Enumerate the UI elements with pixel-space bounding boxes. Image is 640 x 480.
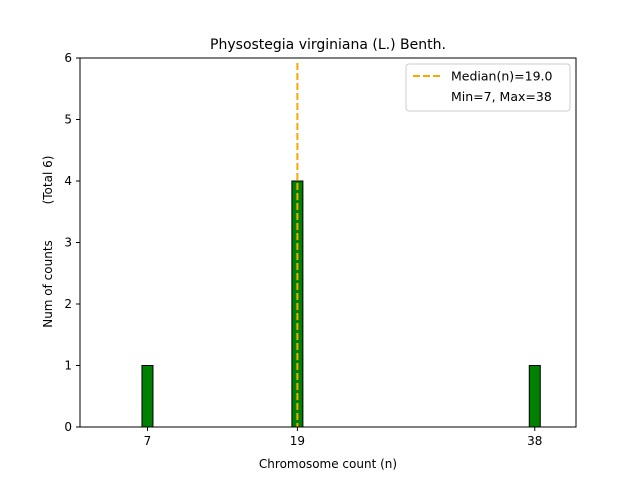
x-tick-label: 7 (144, 434, 152, 448)
y-tick-label: 5 (64, 113, 72, 127)
legend: Median(n)=19.0 Min=7, Max=38 (405, 63, 571, 112)
y-axis-ticks: 0 1 2 3 4 5 6 (64, 51, 80, 434)
y-tick-label: 4 (64, 174, 72, 188)
plot-frame (79, 57, 577, 428)
y-axis-label-total: (Total 6) (41, 156, 55, 205)
y-tick-label: 1 (64, 359, 72, 373)
bar-7 (141, 365, 154, 428)
y-tick-label: 3 (64, 236, 72, 250)
legend-frame (405, 63, 571, 112)
y-axis-label: Num of counts (41, 240, 55, 328)
x-tick-label: 38 (527, 434, 542, 448)
x-tick-label: 19 (290, 434, 305, 448)
legend-median-label: Median(n)=19.0 (451, 69, 552, 84)
chart-title: Physostegia virginiana (L.) Benth. (210, 37, 446, 53)
x-axis-label: Chromosome count (n) (259, 457, 397, 471)
x-axis-ticks: 7 19 38 (144, 427, 542, 448)
y-tick-label: 2 (64, 297, 72, 311)
y-tick-label: 6 (64, 51, 72, 65)
bar-38 (528, 365, 541, 428)
y-tick-label: 0 (64, 420, 72, 434)
bar-group (141, 180, 541, 428)
legend-range-label: Min=7, Max=38 (451, 89, 552, 104)
